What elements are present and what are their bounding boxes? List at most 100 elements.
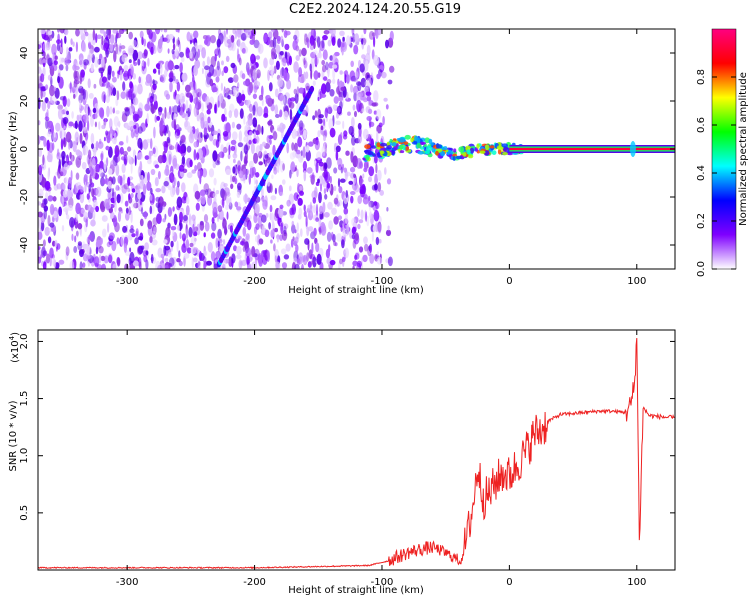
heatmap-cell	[262, 141, 266, 147]
heatmap-cell	[243, 144, 249, 155]
heatmap-cell	[361, 108, 365, 113]
heatmap-cell	[345, 150, 350, 156]
heatmap-cell	[145, 73, 152, 84]
heatmap-cell	[101, 82, 106, 87]
heatmap-cell	[333, 96, 339, 104]
heatmap-cell	[61, 225, 65, 232]
heatmap-cell	[310, 51, 317, 59]
heatmap-cell	[274, 104, 279, 116]
heatmap-cell	[134, 237, 139, 245]
heatmap-cell	[132, 149, 136, 158]
heatmap-cell	[300, 150, 303, 157]
heatmap-cell	[193, 97, 200, 105]
heatmap-cell	[128, 59, 132, 64]
heatmap-cell	[375, 236, 380, 246]
heatmap-cell	[285, 30, 291, 36]
heatmap-cell	[173, 118, 176, 130]
heatmap-cell	[274, 187, 277, 195]
heatmap-cell	[143, 183, 147, 196]
heatmap-cell	[328, 118, 334, 130]
heatmap-cell	[145, 250, 149, 256]
snr-y-axis: 0.5 1.0 1.5 2.0	[19, 333, 675, 521]
heatmap-cell	[168, 257, 175, 267]
heatmap-cell	[271, 212, 274, 223]
heatmap-cell	[88, 149, 92, 160]
heatmap-cell	[297, 258, 301, 266]
heatmap-cell	[322, 34, 328, 41]
heatmap-cell	[132, 49, 139, 62]
heatmap-cell	[291, 128, 297, 139]
heatmap-cell	[124, 200, 128, 207]
heatmap-cell	[185, 99, 189, 110]
heatmap-cell	[366, 77, 372, 88]
heatmap-cell	[95, 140, 99, 151]
heatmap-cell	[315, 217, 319, 222]
heatmap-cell	[215, 65, 222, 77]
heatmap-cell	[296, 168, 299, 178]
heatmap-cell	[315, 242, 320, 253]
heatmap-cell	[68, 121, 74, 127]
heatmap-cell	[108, 83, 114, 93]
heatmap-cell	[144, 103, 151, 112]
heatmap-cell	[81, 41, 86, 52]
heatmap-cell	[167, 48, 170, 54]
heatmap-cell	[303, 210, 307, 218]
heatmap-cell	[255, 55, 261, 60]
heatmap-cell	[367, 245, 372, 257]
heatmap-cell	[372, 224, 377, 233]
heatmap-cell	[233, 158, 236, 164]
heatmap-cell	[385, 39, 389, 49]
heatmap-cell	[323, 30, 330, 35]
heatmap-cell	[115, 43, 119, 55]
snr-y-label: SNR (10 * v/v)	[8, 400, 19, 471]
heatmap-cell	[252, 117, 258, 128]
heatmap-cell	[113, 214, 117, 227]
heatmap-cell	[56, 152, 61, 160]
heatmap-cell	[203, 214, 209, 223]
snr-ytick-label: 1.5	[19, 391, 30, 407]
heatmap-cell	[321, 83, 327, 95]
heatmap-cell	[65, 246, 70, 257]
heatmap-cell	[325, 81, 331, 93]
heatmap-cell	[127, 188, 131, 193]
heatmap-cell	[331, 231, 334, 241]
heatmap-cell	[305, 149, 311, 162]
heatmap-cell	[123, 154, 128, 166]
heatmap-cell	[309, 44, 314, 51]
heatmap-cell	[241, 93, 246, 101]
heatmap-cell	[350, 191, 356, 195]
heatmap-cell	[66, 110, 69, 116]
heatmap-cell	[274, 88, 279, 98]
heatmap-cell	[362, 173, 365, 179]
heatmap-cell	[282, 163, 285, 171]
heatmap-cell	[165, 264, 169, 269]
heatmap-cell	[204, 114, 207, 125]
heatmap-cell	[327, 39, 332, 47]
heatmap-cell	[235, 254, 242, 260]
heatmap-cell	[101, 56, 105, 68]
heatmap-cell	[89, 174, 92, 184]
heatmap-cell	[369, 211, 373, 220]
heatmap-cell	[131, 200, 137, 209]
heatmap-cell	[75, 29, 80, 37]
heatmap-cell	[207, 242, 213, 253]
heatmap-cell	[347, 111, 351, 116]
heatmap-cell	[65, 251, 69, 261]
heatmap-cell	[127, 146, 132, 152]
heatmap-cell	[109, 118, 113, 130]
heatmap-cell	[38, 211, 43, 218]
heatmap-cell	[351, 117, 355, 128]
heatmap-cell	[323, 118, 326, 127]
heatmap-cell	[150, 46, 154, 55]
heatmap-cell	[89, 206, 94, 214]
heatmap-cell	[99, 167, 103, 178]
heatmap-cell	[387, 79, 393, 85]
heatmap-cell	[160, 253, 165, 259]
colorbar	[711, 28, 737, 270]
heatmap-cell	[270, 195, 277, 201]
heatmap-cell	[128, 88, 132, 100]
heatmap-cell	[312, 204, 316, 214]
heatmap-cell	[167, 252, 173, 258]
heatmap-cell	[356, 260, 362, 268]
heatmap-cell	[152, 217, 158, 226]
